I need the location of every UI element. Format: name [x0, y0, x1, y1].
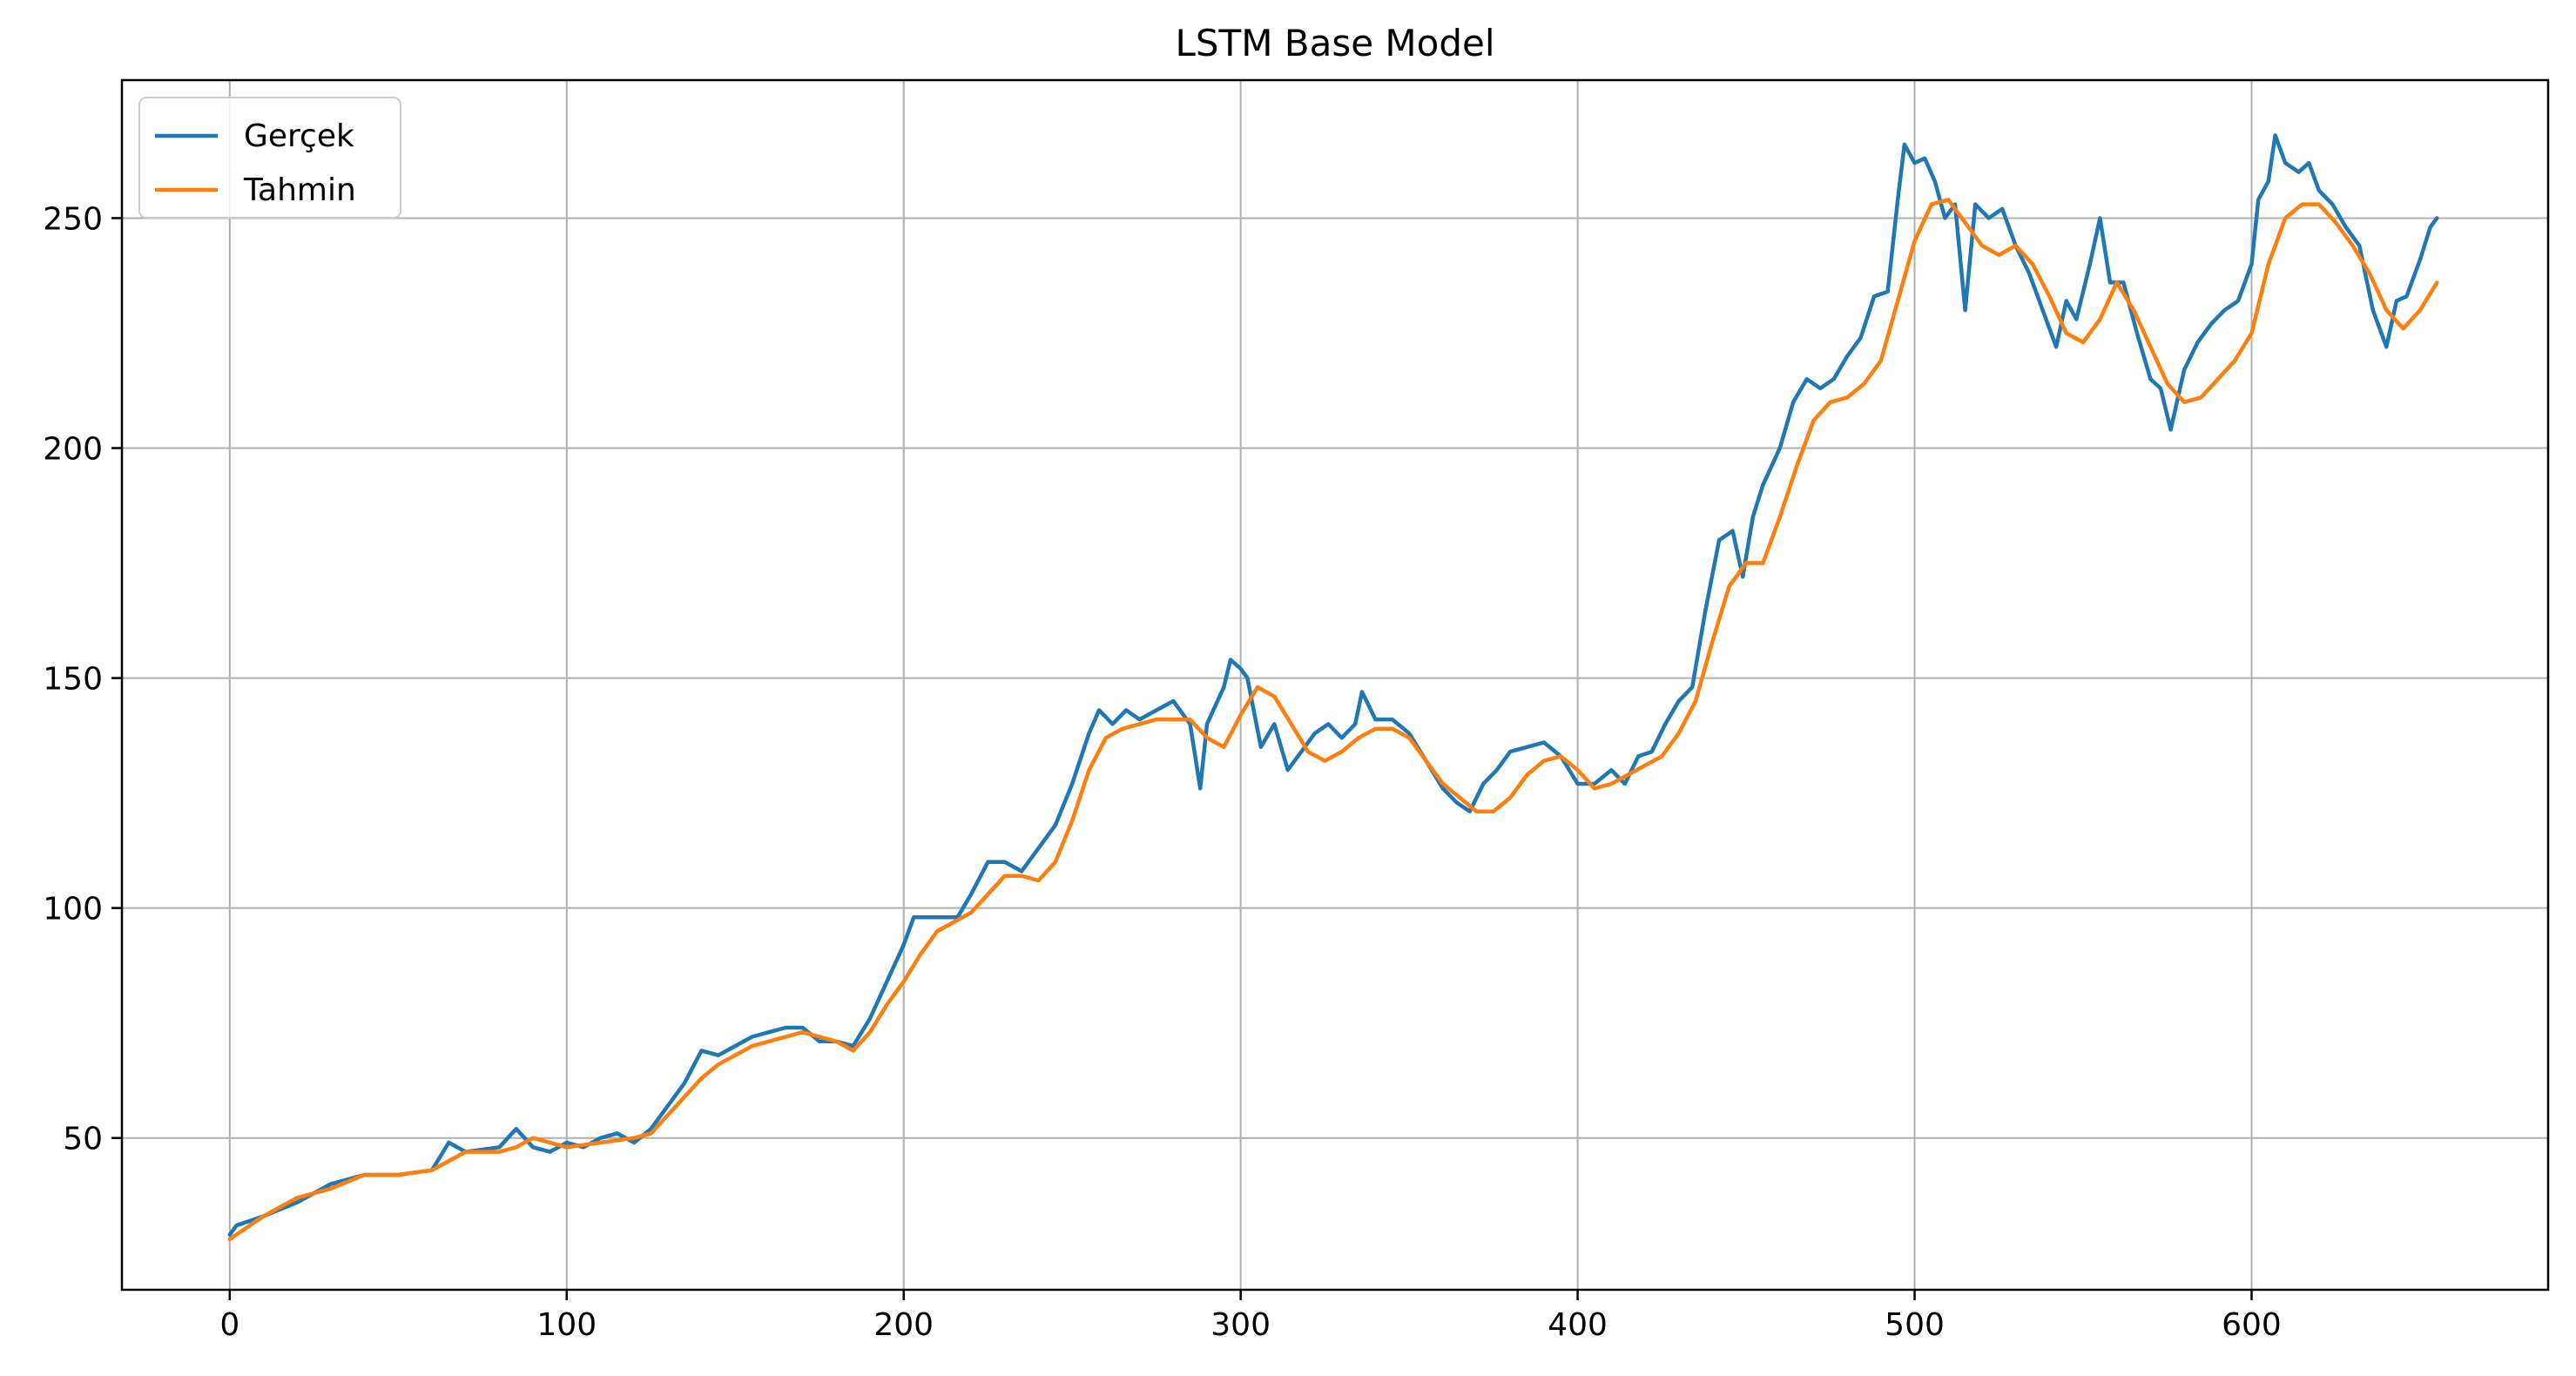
legend-label: Tahmin — [243, 172, 356, 208]
x-tick-label: 0 — [219, 1307, 239, 1343]
y-tick-label: 200 — [43, 432, 103, 468]
chart-title: LSTM Base Model — [1175, 22, 1494, 64]
y-tick-label: 250 — [43, 201, 103, 237]
y-tick-label: 50 — [63, 1122, 103, 1157]
x-tick-label: 500 — [1885, 1307, 1945, 1343]
series-line-gercek — [227, 133, 2439, 1237]
legend: Gerçek Tahmin — [138, 97, 401, 219]
x-tick-label: 600 — [2222, 1307, 2282, 1343]
x-tick-label: 200 — [873, 1307, 934, 1343]
legend-box — [138, 97, 401, 219]
x-tick-label: 300 — [1210, 1307, 1271, 1343]
legend-label: Gerçek — [244, 118, 354, 154]
x-tick-label: 400 — [1548, 1307, 1608, 1343]
y-tick-label: 150 — [43, 662, 103, 698]
series-line-tahmin — [227, 198, 2439, 1242]
plot-area-frame — [120, 78, 2550, 1292]
y-tick-label: 100 — [43, 892, 103, 927]
axis-ticks: 0 100 200 300 400 500 600 50 100 150 200 250 — [43, 201, 2282, 1343]
x-tick-label: 100 — [536, 1307, 597, 1343]
series-lines — [227, 133, 2439, 1242]
